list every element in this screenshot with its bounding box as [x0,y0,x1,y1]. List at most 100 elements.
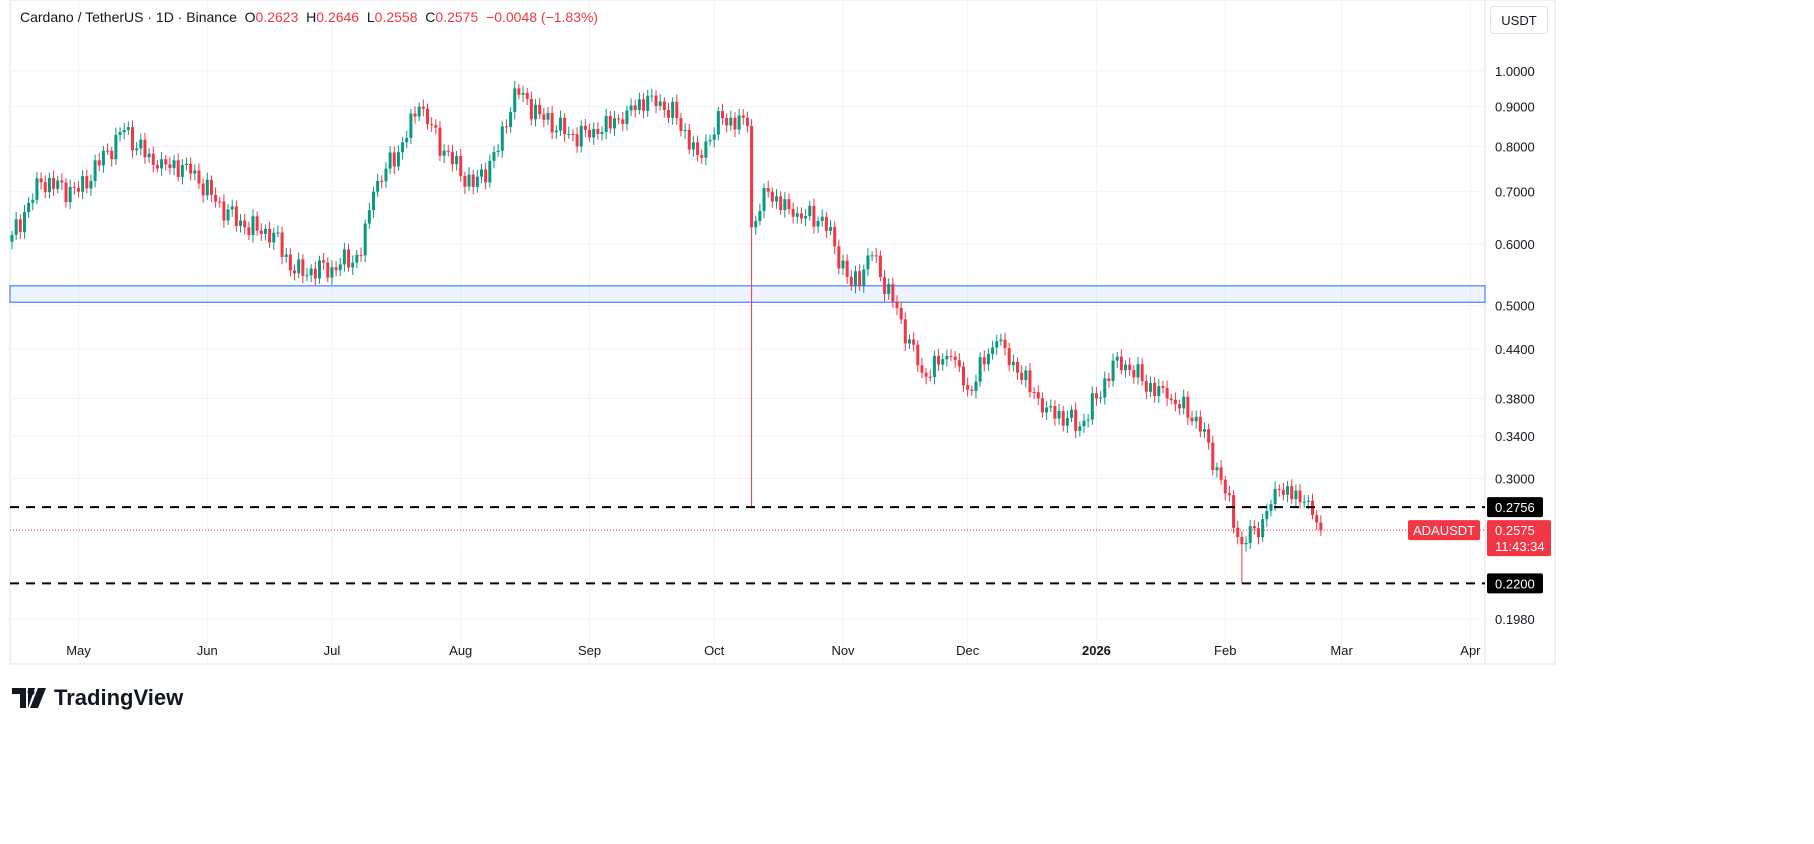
candle-body [554,130,558,133]
candle-body [139,139,143,149]
candle-body [72,186,76,188]
candle-body [650,95,654,97]
candle-body [243,220,247,228]
candle-body [52,177,56,189]
candle-body [816,220,820,227]
candle-body [160,159,164,169]
candle-body [247,227,251,236]
candle-body [1207,429,1211,443]
candle-body [542,114,546,120]
candle-body [758,210,762,222]
low-label: L [366,9,375,25]
last-price-tag [1487,520,1551,557]
symbol-title: Cardano / TetherUS · 1D · Binance [20,9,237,25]
candle-body [463,175,467,187]
candle-body [961,366,965,386]
currency-button[interactable]: USDT [1490,6,1548,34]
candle-body [1103,378,1107,398]
tradingview-logo[interactable]: TradingView [12,685,183,711]
candle-body [592,128,596,138]
candle-body [662,101,666,110]
candle-body [837,246,841,269]
candle-body [214,194,218,202]
candle-body [1136,364,1140,378]
candle-body [1016,361,1020,373]
candle-body [945,355,949,360]
candle-body [359,254,363,256]
candle-body [1261,519,1265,538]
candle-body [509,111,513,128]
candle-body [1252,526,1256,529]
candle-body [687,129,691,150]
price-axis-label: 0.3000 [1495,471,1535,486]
candle-body [1153,382,1157,396]
candle-body [1086,419,1090,421]
candle-body [39,178,43,183]
candle-body [392,152,396,167]
candle-body [97,160,101,166]
candle-body [1144,381,1148,392]
candle-body [201,183,205,196]
candle-body [725,118,729,126]
candle-body [126,127,130,131]
candle-body [658,101,662,106]
candle-body [812,205,816,227]
candle-body [1090,393,1094,420]
level-price-tag [1487,573,1543,594]
candle-body [317,260,321,279]
tradingview-logo-icon [12,688,46,708]
candle-body [280,232,284,257]
candle-body [679,118,683,132]
price-axis-label: 0.8000 [1495,140,1535,155]
candle-body [500,126,504,151]
candle-body [351,262,355,268]
candle-body [1232,495,1236,528]
candle-body [1045,407,1049,413]
candle-body [957,360,961,367]
candle-body [1215,467,1219,471]
candle-body [1211,442,1215,471]
candle-body [1169,398,1173,400]
candle-body [654,95,658,106]
candle-body [982,357,986,365]
candle-body [953,356,957,361]
time-axis-label: Apr [1460,643,1481,658]
candle-body [76,187,80,192]
candle-body [1269,504,1273,511]
candle-body [185,163,189,165]
candle-body [770,191,774,202]
candle-body [899,307,903,320]
candle-body [691,142,695,150]
candle-body [334,267,338,271]
candle-body [858,271,862,286]
candle-body [991,347,995,354]
candle-body [671,101,675,118]
candle-body [47,177,51,193]
candle-body [255,216,259,231]
candle-body [1082,420,1086,427]
candle-body [93,160,97,182]
candle-body [1157,386,1161,396]
candle-body [110,150,114,160]
candle-body [558,117,562,131]
price-axis-label: 0.3400 [1495,429,1535,444]
candle-body [342,249,346,265]
candle-body [874,255,878,257]
candle-body [1248,526,1252,543]
candle-body [513,88,517,112]
candle-body [193,170,197,174]
candle-body [949,355,953,357]
candle-body [438,127,442,156]
candle-body [363,223,367,256]
candle-body [130,127,134,151]
candle-body [43,182,47,193]
candle-body [197,170,201,184]
candle-body [646,95,650,111]
time-axis-label: Mar [1330,643,1353,658]
candle-body [754,221,758,228]
candle-body [729,117,733,126]
candle-body [1315,515,1319,523]
candle-body [1277,488,1281,490]
candle-body [297,259,301,274]
